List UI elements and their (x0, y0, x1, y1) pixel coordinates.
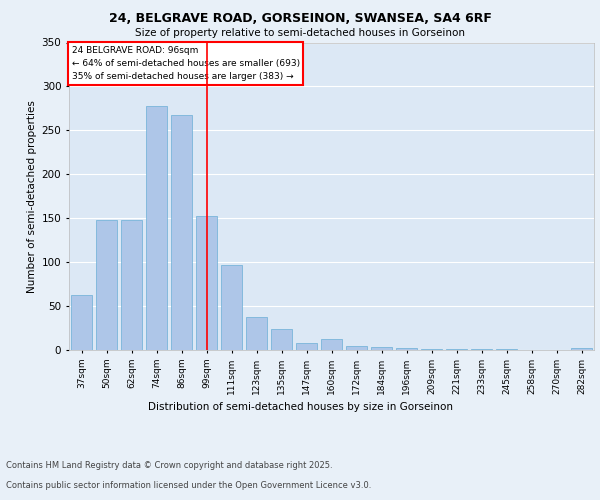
Y-axis label: Number of semi-detached properties: Number of semi-detached properties (28, 100, 37, 292)
Bar (71, 294, 92, 350)
Bar (146, 106, 167, 350)
Bar (221, 265, 242, 350)
Bar (571, 348, 592, 350)
Text: Contains HM Land Registry data © Crown copyright and database right 2025.: Contains HM Land Registry data © Crown c… (6, 461, 332, 470)
Bar (321, 338, 342, 350)
Bar (371, 348, 392, 350)
Bar (196, 216, 217, 350)
Text: Contains public sector information licensed under the Open Government Licence v3: Contains public sector information licen… (6, 481, 371, 490)
Bar (121, 220, 142, 350)
Text: Distribution of semi-detached houses by size in Gorseinon: Distribution of semi-detached houses by … (148, 402, 452, 412)
Bar (171, 114, 192, 350)
Bar (346, 346, 367, 350)
Bar (446, 349, 467, 350)
Text: 24 BELGRAVE ROAD: 96sqm
← 64% of semi-detached houses are smaller (693)
35% of s: 24 BELGRAVE ROAD: 96sqm ← 64% of semi-de… (71, 46, 300, 81)
Bar (246, 318, 267, 350)
Text: 24, BELGRAVE ROAD, GORSEINON, SWANSEA, SA4 6RF: 24, BELGRAVE ROAD, GORSEINON, SWANSEA, S… (109, 12, 491, 26)
Text: Size of property relative to semi-detached houses in Gorseinon: Size of property relative to semi-detach… (135, 28, 465, 38)
Bar (271, 329, 292, 350)
Bar (421, 349, 442, 350)
Bar (496, 349, 517, 350)
Bar (471, 349, 492, 350)
Bar (96, 220, 117, 350)
Bar (396, 348, 417, 350)
Bar (296, 343, 317, 350)
